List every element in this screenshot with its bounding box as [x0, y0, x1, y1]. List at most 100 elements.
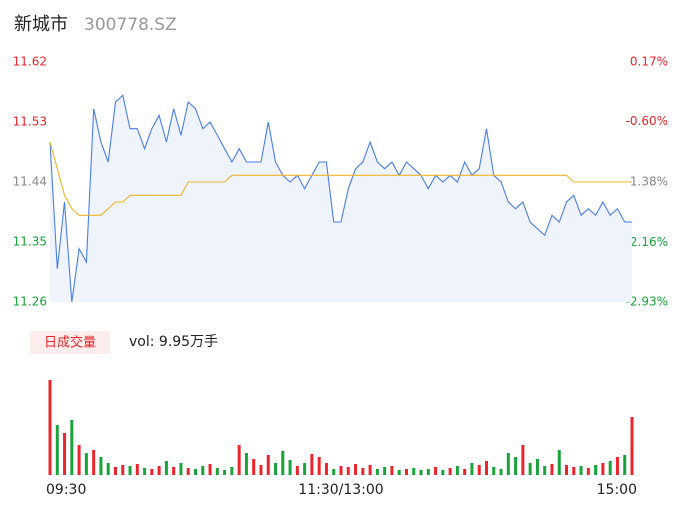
volume-bar [354, 464, 358, 475]
volume-bar [339, 466, 343, 475]
volume-bar [426, 469, 430, 475]
volume-bar [375, 469, 379, 475]
volume-bar [499, 469, 503, 475]
volume-bar [390, 466, 394, 475]
volume-bar [543, 466, 547, 475]
volume-bar [608, 461, 612, 475]
volume-bar [77, 445, 81, 475]
y-tick-label: 11.53 [13, 115, 47, 129]
volume-bar [630, 417, 634, 475]
volume-bar [55, 425, 59, 475]
volume-bar [492, 467, 496, 475]
volume-bar [623, 455, 627, 475]
volume-bar [223, 470, 227, 475]
volume-bar [63, 433, 67, 475]
volume-bar [266, 455, 270, 475]
volume-bar [106, 463, 110, 475]
volume-bar [514, 457, 518, 475]
volume-bar [550, 464, 554, 475]
y-tick-label: 11.62 [13, 55, 47, 69]
x-tick-label: 09:30 [46, 482, 86, 498]
volume-bar [288, 460, 292, 475]
volume-bar [172, 467, 176, 475]
volume-bar [477, 465, 481, 475]
volume-bar [572, 467, 576, 475]
volume-bar [485, 461, 488, 475]
price-area [50, 95, 632, 302]
volume-bar [368, 465, 372, 475]
x-tick-label: 15:00 [597, 482, 637, 498]
volume-bar [143, 468, 147, 475]
volume-bar [244, 453, 248, 475]
volume-bar [317, 457, 321, 475]
volume-bar [281, 451, 285, 475]
volume-bar [150, 469, 154, 475]
stock-code: 300778.SZ [84, 15, 177, 35]
volume-bar [252, 459, 256, 475]
price-line [49, 94, 632, 303]
volume-bar [201, 466, 205, 475]
volume-bar [135, 464, 139, 475]
y-tick-label: 11.44 [13, 175, 47, 189]
volume-bar [186, 468, 190, 475]
volume-bar [84, 453, 88, 475]
volume-bar [324, 463, 328, 475]
y-tick-label: 11.26 [13, 295, 47, 309]
volume-bar [383, 467, 387, 475]
volume-total: vol: 9.95万手 [129, 334, 218, 350]
volume-bar [179, 463, 183, 475]
volume-bar [361, 468, 365, 475]
volume-legend: 日成交量 [44, 335, 96, 351]
volume-bar [259, 465, 263, 475]
y2-tick-label: -1.38% [626, 175, 668, 189]
y2-tick-label: -2.16% [626, 235, 668, 249]
y2-tick-label: 0.17% [630, 55, 668, 69]
volume-bar [70, 420, 74, 475]
volume-bar [310, 454, 314, 475]
volume-bar [579, 466, 583, 475]
volume-legend-box [30, 331, 110, 354]
volume-bar [303, 463, 307, 475]
volume-bar [99, 457, 103, 475]
volume-bar [332, 469, 336, 475]
volume-bar [586, 468, 590, 475]
volume-bar [506, 453, 510, 475]
volume-bar [48, 380, 52, 475]
volume-bar [535, 459, 539, 475]
volume-bar [470, 463, 474, 475]
volume-bar [448, 468, 452, 475]
volume-bar [412, 468, 416, 475]
volume-bar [194, 469, 197, 475]
stock-name: 新城市 [14, 14, 68, 35]
volume-bar [557, 450, 561, 475]
volume-bar [164, 461, 168, 475]
volume-bar [215, 468, 219, 475]
volume-bar [346, 467, 350, 475]
volume-bar [615, 457, 619, 475]
y-tick-label: 11.35 [13, 235, 47, 249]
volume-bar [113, 467, 117, 475]
volume-bar [463, 469, 467, 475]
volume-bar [274, 463, 278, 475]
volume-bar [237, 445, 241, 475]
y2-tick-label: -0.60% [626, 114, 668, 128]
average-line [49, 141, 632, 216]
volume-bar [419, 470, 423, 475]
volume-bar [521, 445, 525, 475]
volume-bar [601, 463, 605, 475]
volume-bar [295, 466, 299, 475]
volume-bar [434, 467, 438, 475]
volume-bar [441, 470, 445, 475]
volume-bar [121, 465, 125, 475]
volume-bar [404, 469, 408, 475]
volume-bar [157, 466, 161, 475]
volume-bar [528, 463, 532, 475]
volume-bar [208, 464, 212, 475]
volume-bar [230, 467, 234, 475]
volume-bar [128, 466, 132, 475]
y2-tick-label: -2.93% [626, 295, 668, 309]
volume-bar [565, 465, 569, 475]
x-tick-label: 11:30/13:00 [298, 482, 383, 498]
volume-bar [397, 470, 401, 475]
